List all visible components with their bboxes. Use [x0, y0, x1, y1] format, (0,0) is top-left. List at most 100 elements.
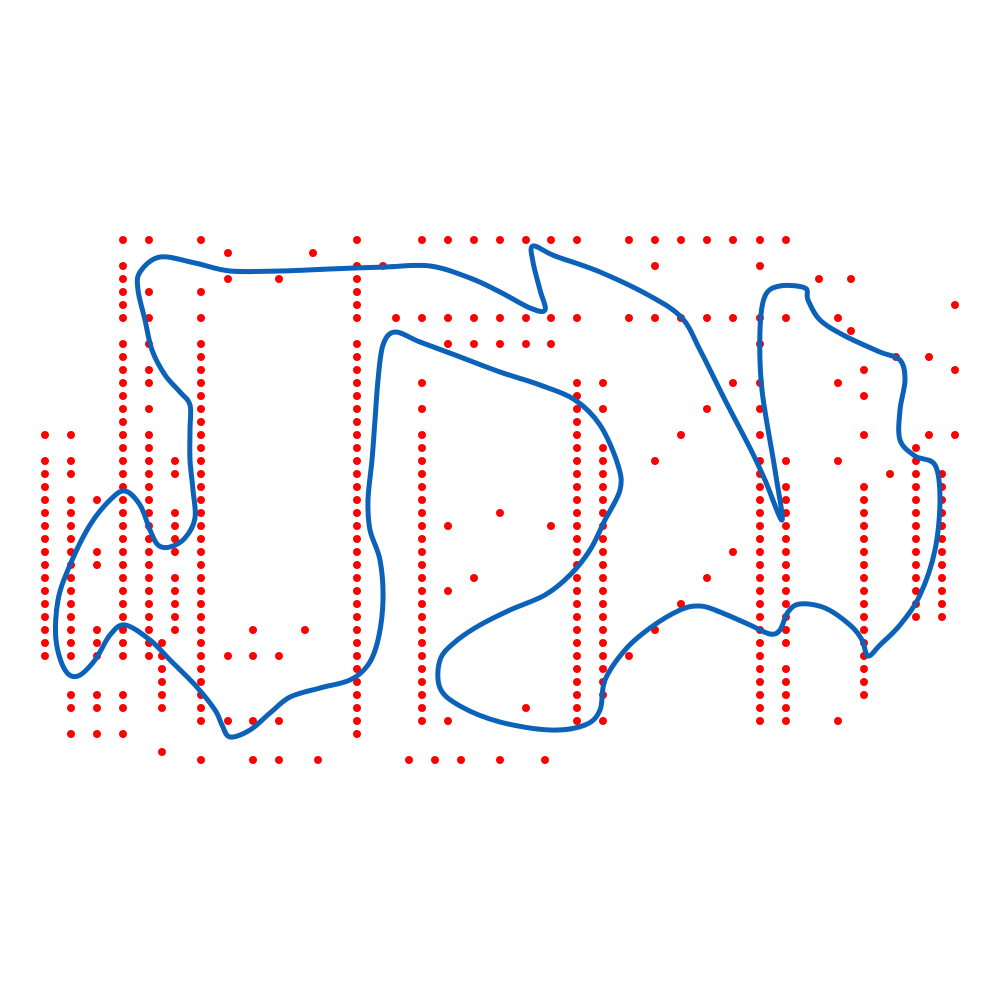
data-point: [756, 691, 764, 699]
data-point: [573, 236, 581, 244]
data-point: [41, 483, 49, 491]
data-point: [224, 249, 232, 257]
data-point: [782, 314, 790, 322]
data-point: [599, 561, 607, 569]
data-point: [197, 444, 205, 452]
data-point: [224, 717, 232, 725]
data-point: [444, 522, 452, 530]
data-point: [573, 626, 581, 634]
data-point: [470, 236, 478, 244]
data-point: [145, 496, 153, 504]
data-point: [353, 717, 361, 725]
data-point: [353, 379, 361, 387]
data-point: [470, 314, 478, 322]
data-point: [912, 587, 920, 595]
data-point: [418, 626, 426, 634]
data-point: [847, 327, 855, 335]
data-point: [41, 522, 49, 530]
data-point: [41, 457, 49, 465]
data-point: [145, 587, 153, 595]
data-point: [353, 275, 361, 283]
data-point: [912, 522, 920, 530]
data-point: [171, 535, 179, 543]
data-point: [522, 340, 530, 348]
data-point: [756, 717, 764, 725]
data-point: [756, 665, 764, 673]
data-point: [145, 366, 153, 374]
data-point: [860, 665, 868, 673]
data-point: [197, 314, 205, 322]
data-point: [470, 340, 478, 348]
data-point: [353, 418, 361, 426]
data-point: [418, 496, 426, 504]
data-point: [951, 431, 959, 439]
data-point: [353, 665, 361, 673]
data-point: [171, 470, 179, 478]
data-point: [353, 561, 361, 569]
data-point: [599, 665, 607, 673]
data-point: [651, 262, 659, 270]
data-point: [41, 496, 49, 504]
data-point: [860, 587, 868, 595]
data-point: [275, 652, 283, 660]
data-point: [860, 574, 868, 582]
data-point: [418, 600, 426, 608]
data-point: [353, 600, 361, 608]
data-point: [41, 561, 49, 569]
data-point: [145, 405, 153, 413]
data-point: [756, 678, 764, 686]
data-point: [353, 340, 361, 348]
data-point: [119, 379, 127, 387]
data-point: [158, 748, 166, 756]
data-point: [119, 548, 127, 556]
data-point: [67, 509, 75, 517]
data-point: [756, 483, 764, 491]
data-point: [418, 704, 426, 712]
data-point: [651, 457, 659, 465]
data-point: [756, 431, 764, 439]
data-point: [197, 574, 205, 582]
data-point: [119, 340, 127, 348]
data-point: [756, 613, 764, 621]
data-point: [573, 496, 581, 504]
data-point: [353, 366, 361, 374]
data-point: [197, 587, 205, 595]
data-point: [353, 301, 361, 309]
data-point: [782, 626, 790, 634]
data-point: [353, 574, 361, 582]
data-point: [171, 613, 179, 621]
data-point: [782, 665, 790, 673]
data-point: [353, 730, 361, 738]
data-point: [67, 704, 75, 712]
data-point: [938, 613, 946, 621]
data-point: [197, 379, 205, 387]
data-point: [625, 236, 633, 244]
data-point: [93, 496, 101, 504]
data-point: [158, 691, 166, 699]
data-point: [119, 613, 127, 621]
data-point: [782, 535, 790, 543]
data-point: [599, 639, 607, 647]
data-point: [912, 574, 920, 582]
data-point: [249, 626, 257, 634]
data-point: [782, 717, 790, 725]
data-point: [860, 509, 868, 517]
data-point: [573, 418, 581, 426]
data-point: [651, 314, 659, 322]
points-layer: [41, 236, 959, 764]
data-point: [353, 613, 361, 621]
data-point: [314, 756, 322, 764]
data-point: [677, 431, 685, 439]
data-point: [197, 392, 205, 400]
data-point: [197, 457, 205, 465]
data-point: [197, 431, 205, 439]
data-point: [119, 431, 127, 439]
data-point: [573, 665, 581, 673]
data-point: [886, 470, 894, 478]
data-point: [353, 535, 361, 543]
data-point: [599, 535, 607, 543]
data-point: [756, 639, 764, 647]
data-point: [470, 574, 478, 582]
data-point: [197, 639, 205, 647]
data-point: [573, 509, 581, 517]
